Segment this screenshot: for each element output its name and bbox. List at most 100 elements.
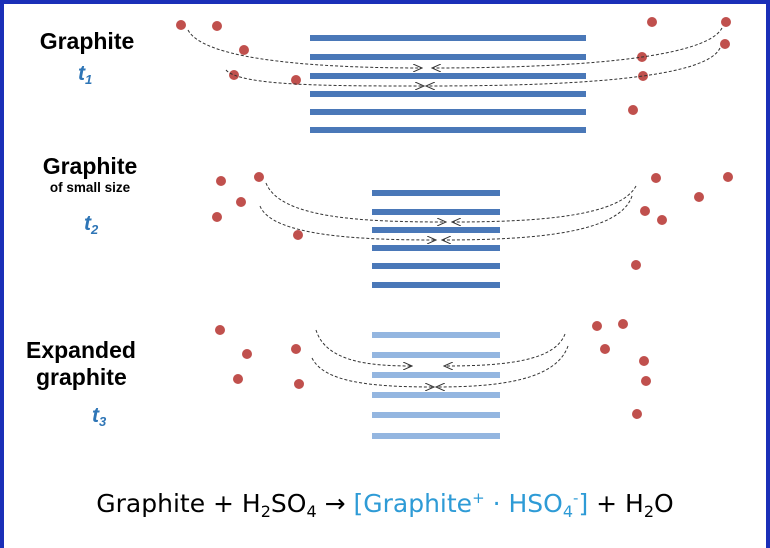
intercalant-ion (236, 197, 246, 207)
graphite-layer (372, 190, 500, 196)
product-charge-plus: + (472, 489, 485, 507)
reactant-so: SO (270, 489, 307, 518)
time-symbol: t (84, 212, 91, 235)
stage1-time-label: t1 (78, 62, 92, 87)
intercalant-ion (254, 172, 264, 182)
stage3-time-label: t3 (92, 404, 106, 429)
stage3-ions (215, 319, 651, 419)
diffusion-arrow (259, 205, 436, 240)
diffusion-arrow (432, 27, 723, 68)
diffusion-arrow (436, 345, 569, 387)
intercalant-ion (215, 325, 225, 335)
diffusion-arrow (265, 182, 446, 222)
graphite-layer (372, 245, 500, 251)
intercalant-ion (229, 70, 239, 80)
stage3-title: Expanded graphite (26, 337, 176, 391)
diffusion-arrow (442, 195, 633, 240)
time-subscript: 2 (91, 222, 99, 237)
graphite-layer (372, 412, 500, 418)
intercalant-ion (694, 192, 704, 202)
intercalant-ion (291, 75, 301, 85)
stage2-time-label: t2 (84, 212, 98, 237)
stage3-title-line2: graphite (36, 364, 127, 390)
stage1-ions (176, 17, 731, 115)
stage1-title-line1: Graphite (39, 28, 135, 54)
graphite-layer (372, 372, 500, 378)
intercalant-ion (723, 172, 733, 182)
intercalant-ion (212, 21, 222, 31)
graphite-layer (310, 73, 586, 79)
product-open: [Graphite (353, 489, 473, 518)
stage2-diffusion-arrows (259, 182, 637, 240)
diffusion-arrow (315, 329, 412, 366)
product-subscript: 4 (562, 502, 574, 521)
graphite-layer (310, 35, 586, 41)
graphite-layer (372, 209, 500, 215)
graphite-layer (372, 227, 500, 233)
time-symbol: t (92, 404, 99, 427)
time-subscript: 3 (99, 414, 107, 429)
intercalant-ion (720, 39, 730, 49)
water-o: O (654, 489, 674, 518)
intercalant-ion (631, 260, 641, 270)
intercalant-ion (176, 20, 186, 30)
time-subscript: 1 (85, 72, 93, 87)
graphite-layer (372, 392, 500, 398)
intercalant-ion (618, 319, 628, 329)
stage3-expanded-layers (372, 332, 500, 439)
intercalant-ion (647, 17, 657, 27)
sulfuric-subscript-h: 2 (260, 502, 271, 521)
graphite-layer (310, 54, 586, 60)
graphite-layer (372, 433, 500, 439)
intercalant-ion (239, 45, 249, 55)
intercalant-ion (657, 215, 667, 225)
graphite-layer (310, 127, 586, 133)
stage3-title-line1: Expanded (26, 337, 136, 363)
intercalant-ion (651, 173, 661, 183)
stage2-graphite-layers (372, 190, 500, 288)
intercalant-ion (212, 212, 222, 222)
intercalant-ion (600, 344, 610, 354)
graphite-layer (372, 352, 500, 358)
diffusion-arrow (452, 185, 637, 222)
intercalant-ion (638, 71, 648, 81)
sulfuric-subscript-o: 4 (306, 502, 317, 521)
intercalant-ion (641, 376, 651, 386)
diffusion-arrow (187, 29, 422, 68)
intercalant-ion (632, 409, 642, 419)
intercalant-ion (216, 176, 226, 186)
water-subscript: 2 (643, 502, 655, 521)
stage1-diffusion-arrows (187, 27, 723, 86)
product-close: ] (578, 489, 589, 518)
intercalation-compound: [Graphite+ · HSO4-] (353, 489, 589, 521)
time-symbol: t (78, 62, 85, 85)
intercalant-ion (639, 356, 649, 366)
intercalant-ion (294, 379, 304, 389)
product-charge-minus: - (573, 489, 579, 507)
diffusion-arrow (225, 69, 424, 86)
intercalant-ion (233, 374, 243, 384)
stage2-title: Graphite of small size (20, 153, 160, 196)
reaction-arrow: → (316, 489, 354, 518)
stage2-ions (212, 172, 733, 270)
reactant-text: Graphite + H (96, 489, 261, 518)
diffusion-arrow (426, 47, 721, 86)
intercalant-ion (592, 321, 602, 331)
stage1-graphite-layers (310, 35, 586, 133)
stage2-title-line2: of small size (49, 180, 131, 195)
reaction-equation: Graphite + H2SO4 → [Graphite+ · HSO4-] +… (0, 489, 770, 521)
graphite-layer (310, 91, 586, 97)
intercalant-ion (628, 105, 638, 115)
intercalant-ion (721, 17, 731, 27)
intercalant-ion (640, 206, 650, 216)
water-text: + H (588, 489, 644, 518)
intercalant-ion (291, 344, 301, 354)
stage3-diffusion-arrows (311, 329, 569, 387)
intercalant-ion (293, 230, 303, 240)
stage1-title: Graphite (22, 28, 152, 55)
intercalant-ion (242, 349, 252, 359)
stage2-title-line1: Graphite (42, 153, 138, 179)
graphite-layer (372, 282, 500, 288)
